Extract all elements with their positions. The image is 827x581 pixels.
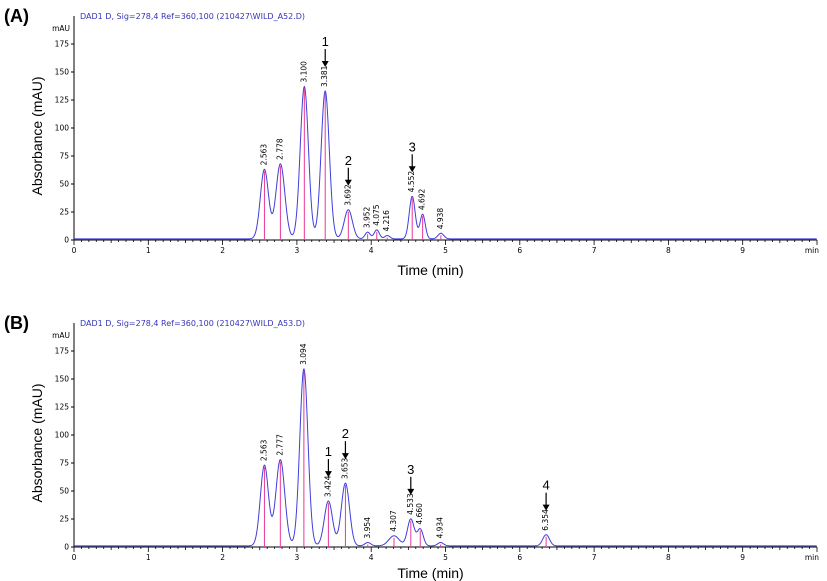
x-tick-label: 6 bbox=[517, 246, 522, 255]
y-tick-label: 75 bbox=[59, 152, 69, 161]
panel-a: (A) DAD1 D, Sig=278,4 Ref=360,100 (210427… bbox=[4, 6, 819, 278]
x-tick-label: 6 bbox=[517, 553, 522, 562]
peak-rt-label: 3.954 bbox=[363, 517, 372, 539]
arrow-head bbox=[407, 488, 415, 495]
x-tick-label: 2 bbox=[220, 553, 225, 562]
x-tick-label: 4 bbox=[369, 553, 374, 562]
peak-rt-label: 4.692 bbox=[418, 188, 427, 210]
y-tick-label: 175 bbox=[55, 40, 70, 49]
peak-rt-label: 3.952 bbox=[363, 206, 372, 228]
arrow-number-label: 2 bbox=[342, 426, 349, 441]
chromatogram-trace bbox=[74, 367, 817, 547]
chromatogram-trace bbox=[74, 85, 817, 240]
y-tick-label: 125 bbox=[55, 96, 70, 105]
peak-rt-label: 4.552 bbox=[407, 171, 416, 193]
arrow-number-label: 3 bbox=[409, 139, 416, 154]
arrow-head bbox=[324, 471, 332, 478]
panel-label: (A) bbox=[4, 6, 29, 26]
x-tick-label: 8 bbox=[666, 246, 671, 255]
y-unit-label: mAU bbox=[52, 24, 70, 33]
y-axis-title: Absorbance (mAU) bbox=[29, 76, 45, 195]
y-tick-label: 100 bbox=[55, 124, 70, 133]
y-tick-label: 150 bbox=[55, 68, 70, 77]
y-tick-label: 175 bbox=[55, 347, 70, 356]
panel-label: (B) bbox=[4, 313, 29, 333]
y-tick-label: 0 bbox=[64, 236, 69, 245]
y-tick-label: 25 bbox=[59, 208, 69, 217]
x-tick-label: 2 bbox=[220, 246, 225, 255]
y-axis-title: Absorbance (mAU) bbox=[29, 383, 45, 502]
x-axis-title: Time (min) bbox=[397, 262, 463, 278]
x-unit-label: min bbox=[805, 553, 819, 562]
arrow-head bbox=[542, 504, 550, 511]
x-tick-label: 5 bbox=[443, 246, 448, 255]
peak-rt-label: 3.424 bbox=[323, 475, 332, 497]
peak-rt-label: 3.381 bbox=[320, 65, 329, 87]
y-tick-label: 150 bbox=[55, 375, 70, 384]
x-tick-label: 1 bbox=[146, 553, 151, 562]
peak-rt-label: 6.354 bbox=[541, 509, 550, 531]
arrow-number-label: 3 bbox=[407, 462, 414, 477]
y-tick-label: 50 bbox=[59, 487, 69, 496]
peak-rt-label: 4.216 bbox=[382, 210, 391, 232]
signal-label: DAD1 D, Sig=278,4 Ref=360,100 (210427\WI… bbox=[80, 12, 305, 21]
peak-rt-label: 4.307 bbox=[389, 510, 398, 532]
x-tick-label: 0 bbox=[72, 246, 77, 255]
y-tick-label: 0 bbox=[64, 543, 69, 552]
x-tick-label: 7 bbox=[592, 246, 597, 255]
arrow-number-label: 4 bbox=[542, 478, 549, 493]
arrow-number-label: 1 bbox=[325, 444, 332, 459]
x-tick-label: 4 bbox=[369, 246, 374, 255]
x-tick-label: 1 bbox=[146, 246, 151, 255]
x-unit-label: min bbox=[805, 246, 819, 255]
x-tick-label: 9 bbox=[740, 553, 745, 562]
peak-rt-label: 2.777 bbox=[275, 434, 284, 456]
arrow-head bbox=[344, 179, 352, 186]
peak-rt-label: 2.778 bbox=[275, 138, 284, 160]
x-tick-label: 7 bbox=[592, 553, 597, 562]
x-tick-label: 8 bbox=[666, 553, 671, 562]
x-axis-title: Time (min) bbox=[397, 565, 463, 581]
x-tick-label: 3 bbox=[295, 553, 300, 562]
y-tick-label: 25 bbox=[59, 515, 69, 524]
peak-rt-label: 3.653 bbox=[340, 457, 349, 479]
arrow-head bbox=[408, 166, 416, 173]
x-tick-label: 9 bbox=[740, 246, 745, 255]
x-tick-label: 3 bbox=[295, 246, 300, 255]
peak-rt-label: 4.075 bbox=[372, 204, 381, 226]
arrow-head bbox=[321, 61, 329, 68]
peak-rt-label: 3.094 bbox=[299, 343, 308, 365]
peak-rt-label: 4.938 bbox=[436, 208, 445, 230]
y-tick-label: 125 bbox=[55, 403, 70, 412]
peak-rt-label: 4.660 bbox=[415, 503, 424, 525]
y-tick-label: 100 bbox=[55, 431, 70, 440]
peak-rt-label: 3.100 bbox=[299, 61, 308, 83]
peak-rt-label: 4.934 bbox=[436, 517, 445, 539]
signal-label: DAD1 D, Sig=278,4 Ref=360,100 (210427\WI… bbox=[80, 319, 305, 328]
arrow-head bbox=[341, 453, 349, 460]
peak-rt-label: 4.533 bbox=[406, 493, 415, 515]
arrow-number-label: 1 bbox=[322, 34, 329, 49]
arrow-number-label: 2 bbox=[345, 153, 352, 168]
peak-rt-label: 2.563 bbox=[259, 439, 268, 461]
panel-b: (B) DAD1 D, Sig=278,4 Ref=360,100 (210427… bbox=[4, 313, 819, 581]
y-tick-label: 75 bbox=[59, 459, 69, 468]
x-tick-label: 5 bbox=[443, 553, 448, 562]
peak-rt-label: 2.563 bbox=[259, 144, 268, 166]
x-tick-label: 0 bbox=[72, 553, 77, 562]
peak-rt-label: 3.692 bbox=[343, 184, 352, 206]
y-unit-label: mAU bbox=[52, 331, 70, 340]
y-tick-label: 50 bbox=[59, 180, 69, 189]
